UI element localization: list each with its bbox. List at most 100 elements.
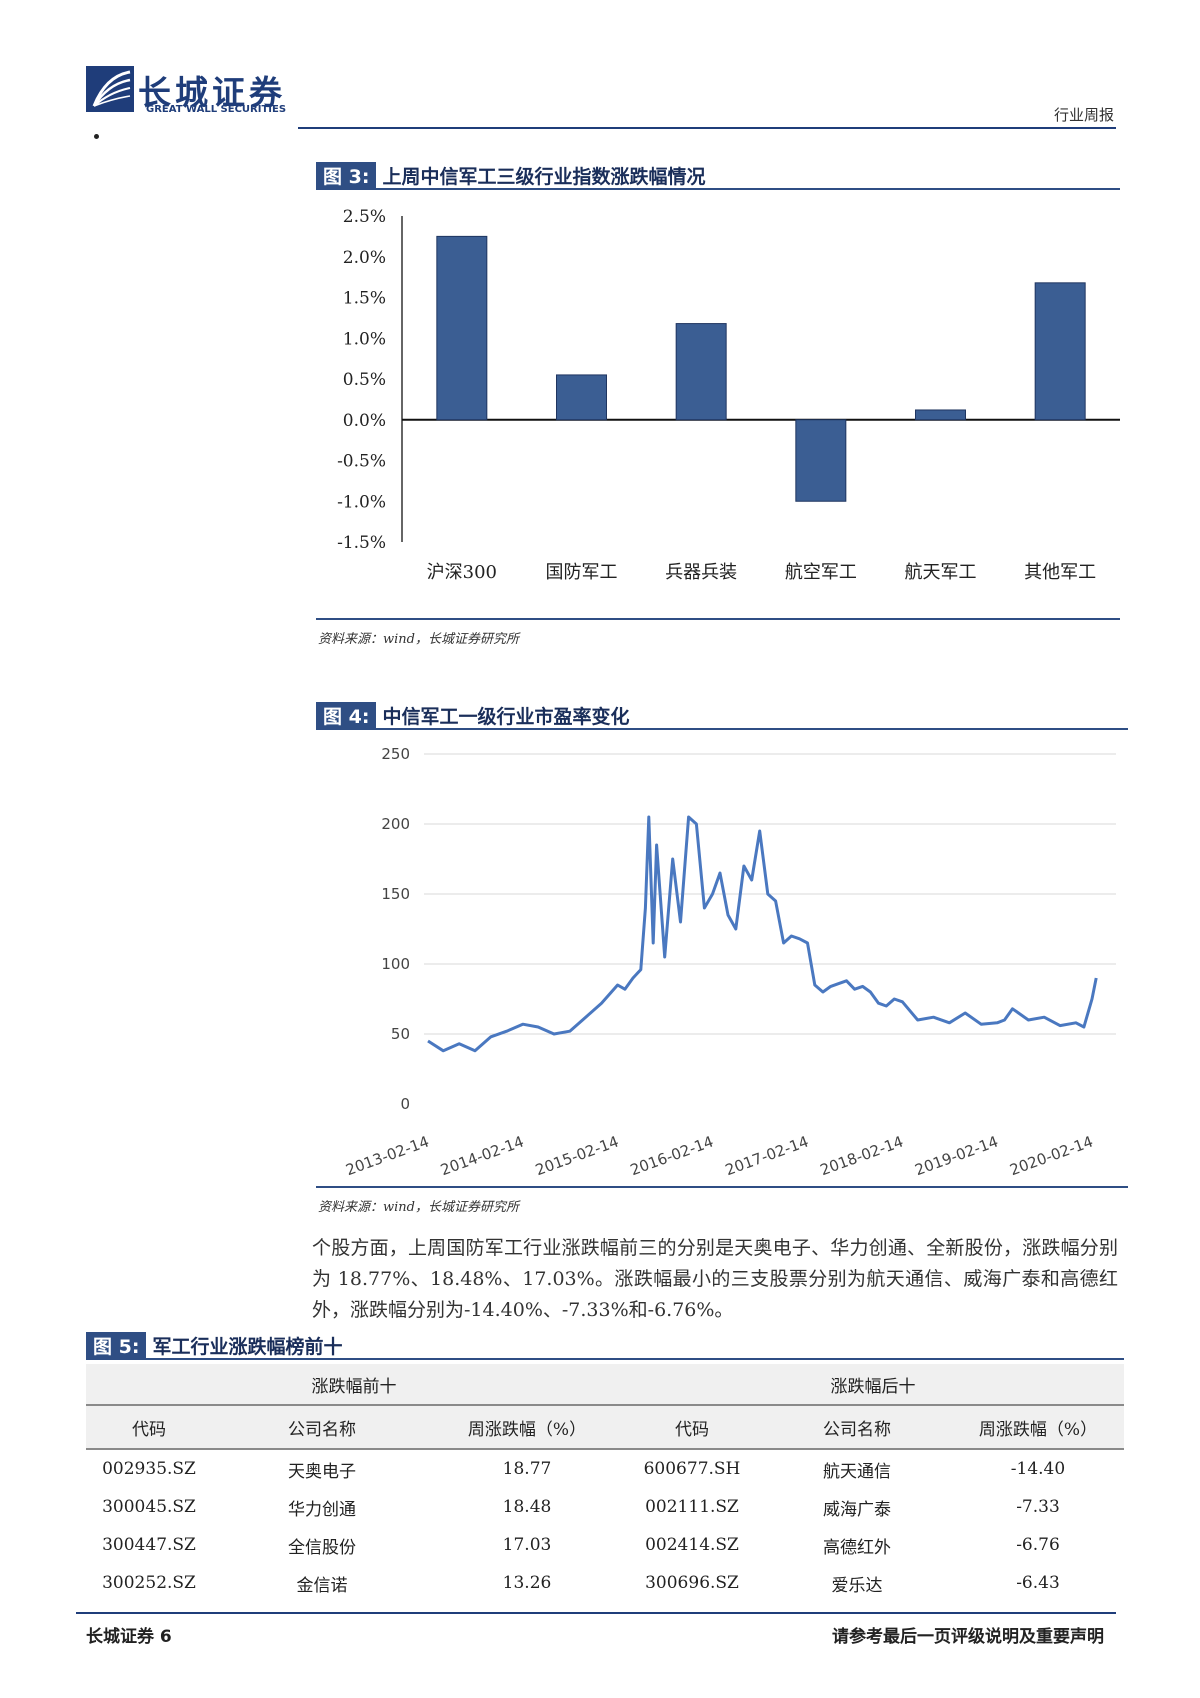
table-cell: 13.26 [502, 1573, 552, 1593]
y-tick-label: 50 [391, 1025, 410, 1043]
table-cell: -7.33 [1016, 1497, 1060, 1517]
company-logo: 长城证券 GREAT WALL SECURITIES [86, 66, 326, 118]
figure4-title: 图 4: 中信军工一级行业市盈率变化 [316, 702, 629, 728]
col-header-name: 公司名称 [212, 1404, 432, 1450]
table-row: 300252.SZ 金信诺 13.26 300696.SZ 爱乐达 -6.43 [86, 1564, 1124, 1602]
x-tick-label: 航空军工 [785, 562, 857, 583]
footer-disclaimer: 请参考最后一页评级说明及重要声明 [832, 1627, 1104, 1647]
y-tick-label: 0.5% [343, 370, 386, 390]
figure4-bottom-rule [316, 1186, 1128, 1188]
y-tick-label: 200 [381, 815, 410, 833]
x-tick-label: 2017-02-14 [723, 1132, 811, 1179]
col-header-code: 代码 [86, 1404, 212, 1450]
table-cell: 18.48 [502, 1497, 552, 1517]
col-header-code: 代码 [622, 1404, 762, 1450]
top-ten-table: 涨跌幅前十 涨跌幅后十 代码 公司名称 周涨跌幅（%） 代码 公司名称 周涨跌幅… [86, 1364, 1124, 1602]
y-tick-label: -1.0% [337, 492, 386, 512]
logo-text-en: GREAT WALL SECURITIES [146, 104, 287, 115]
group-bottom-header: 涨跌幅后十 [622, 1364, 1124, 1405]
figure5-title: 图 5: 军工行业涨跌幅榜前十 [86, 1332, 342, 1358]
figure3-source: 资料来源：wind，长城证券研究所 [318, 632, 519, 647]
y-tick-label: 2.5% [343, 207, 386, 227]
footer-page-label: 长城证券 6 [86, 1627, 172, 1647]
table-column-header: 代码 公司名称 周涨跌幅（%） 代码 公司名称 周涨跌幅（%） [86, 1404, 1124, 1450]
col-header-change: 周涨跌幅（%） [432, 1404, 622, 1450]
y-tick-label: 1.5% [343, 289, 386, 309]
bar [556, 374, 607, 421]
y-tick-label: -0.5% [337, 452, 386, 472]
col-header-name: 公司名称 [762, 1404, 952, 1450]
y-tick-label: 100 [381, 955, 410, 973]
y-tick-label: -1.5% [337, 533, 386, 553]
figure4-title-text: 中信军工一级行业市盈率变化 [382, 705, 630, 728]
bar [436, 235, 488, 421]
figure3-title-text: 上周中信军工三级行业指数涨跌幅情况 [382, 165, 706, 188]
table-cell: 18.77 [502, 1459, 552, 1479]
table-cell: 600677.SH [643, 1459, 741, 1479]
table-cell: 华力创通 [288, 1499, 356, 1520]
figure4-line-chart: 250 200 150 100 50 0 2013-02-14 2014-02-14 2015-… [343, 745, 1116, 1179]
body-paragraph: 个股方面，上周国防军工行业涨跌幅前三的分别是天奥电子、华力创通、全新股份，涨跌幅… [312, 1237, 1118, 1321]
table-row: 300045.SZ 华力创通 18.48 002111.SZ 威海广泰 -7.3… [86, 1488, 1124, 1526]
logo-emblem-icon [86, 66, 134, 112]
table-cell: 航天通信 [823, 1461, 891, 1482]
table-row: 002935.SZ 天奥电子 18.77 600677.SH 航天通信 -14.… [86, 1449, 1124, 1488]
y-tick-label: 0.0% [343, 411, 386, 431]
table-cell: -14.40 [1010, 1459, 1066, 1479]
figure3-title: 图 3: 上周中信军工三级行业指数涨跌幅情况 [316, 162, 705, 188]
figure4-source: 资料来源：wind，长城证券研究所 [318, 1200, 519, 1215]
x-tick-label: 其他军工 [1024, 562, 1096, 583]
bullet-dot [94, 134, 99, 139]
figure3-bottom-rule [316, 618, 1120, 620]
table-cell: 300447.SZ [102, 1535, 196, 1555]
group-top-header: 涨跌幅前十 [86, 1364, 622, 1405]
x-tick-label: 2016-02-14 [628, 1132, 716, 1179]
y-tick-label: 2.0% [343, 248, 386, 268]
table-cell: 300252.SZ [102, 1573, 196, 1593]
y-tick-label: 1.0% [343, 329, 386, 349]
report-type: 行业周报 [1053, 106, 1114, 124]
pe-ratio-line [427, 815, 1098, 1053]
x-tick-label: 2014-02-14 [438, 1132, 526, 1179]
y-tick-label: 250 [381, 745, 410, 763]
table-group-header: 涨跌幅前十 涨跌幅后十 [86, 1364, 1124, 1405]
footer-divider [76, 1612, 1116, 1614]
header-divider [298, 127, 1116, 129]
x-tick-label: 2018-02-14 [818, 1132, 906, 1179]
x-tick-label: 沪深300 [427, 562, 497, 583]
x-tick-label: 兵器兵装 [665, 562, 737, 583]
x-tick-label: 2013-02-14 [343, 1132, 431, 1179]
table-cell: 高德红外 [823, 1537, 891, 1558]
table-cell: -6.76 [1016, 1535, 1060, 1555]
bar [915, 409, 966, 421]
bar [675, 323, 727, 421]
logo-text-cn: 长城证券 [138, 73, 286, 112]
x-tick-label: 2019-02-14 [913, 1132, 1001, 1179]
table-cell: 17.03 [502, 1535, 552, 1555]
figure5-title-text: 军工行业涨跌幅榜前十 [152, 1335, 343, 1358]
col-header-change: 周涨跌幅（%） [952, 1404, 1124, 1450]
table-cell: 爱乐达 [831, 1575, 883, 1596]
table-cell: 002111.SZ [645, 1497, 739, 1517]
table-cell: 金信诺 [296, 1575, 348, 1596]
figure4-number: 图 4: [316, 702, 377, 728]
y-tick-label: 150 [381, 885, 410, 903]
bar [795, 419, 847, 502]
table-cell: 300696.SZ [645, 1573, 739, 1593]
table-cell: 天奥电子 [288, 1461, 356, 1482]
table-cell: 威海广泰 [823, 1499, 891, 1520]
table-cell: 300045.SZ [102, 1497, 196, 1517]
figure5-top-rule [86, 1358, 1124, 1360]
bar [1034, 282, 1086, 421]
figure3-top-rule [316, 188, 1120, 190]
table-cell: 002414.SZ [645, 1535, 739, 1555]
x-tick-label: 航天军工 [905, 562, 977, 583]
x-tick-label: 国防军工 [546, 562, 618, 583]
figure5-number: 图 5: [86, 1332, 147, 1358]
figure3-number: 图 3: [316, 162, 377, 188]
table-row: 300447.SZ 全信股份 17.03 002414.SZ 高德红外 -6.7… [86, 1526, 1124, 1564]
table-cell: 002935.SZ [102, 1459, 196, 1479]
table-cell: 全信股份 [288, 1537, 356, 1558]
x-tick-label: 2015-02-14 [533, 1132, 621, 1179]
table-cell: -6.43 [1016, 1573, 1060, 1593]
